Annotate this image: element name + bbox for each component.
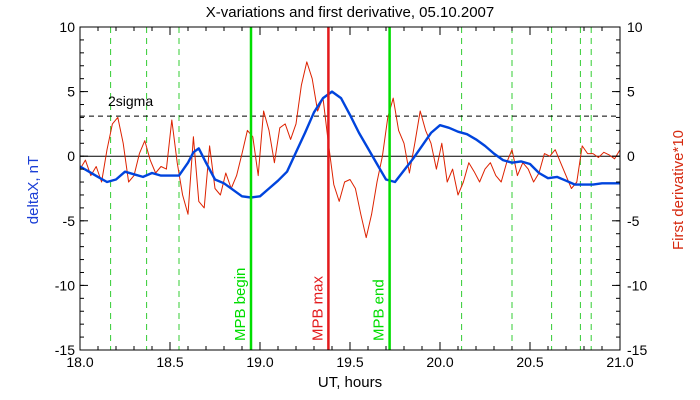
series-line-derivative [79,61,621,239]
x-tick-label-4: 20.0 [426,354,453,370]
x-tick-label-6: 21.0 [606,354,633,370]
x-tick-label-3: 19.5 [336,354,363,370]
y-axis-label-left: deltaX, nT [25,156,42,224]
y-axis-label-right: First derivative*10 [670,130,687,250]
y-tick-label-right-1: -10 [627,277,647,293]
y-tick-label-left-2: -5 [63,213,76,229]
sigma-label: 2sigma [108,93,153,109]
y-tick-label-right-0: -15 [627,342,647,358]
mpb-label-0: MPB begin [232,268,249,341]
x-axis-label: UT, hours [318,374,382,391]
mpb-label-1: MPB max [309,275,326,341]
mpb-label-2: MPB end [371,279,388,341]
x-tick-label-1: 18.5 [156,354,183,370]
series-line-deltaX [79,90,620,199]
y-tick-label-left-3: 0 [67,148,75,164]
y-tick-label-right-5: 10 [627,19,643,35]
plot-area: MPB begin MPB max MPB end [79,27,621,350]
y-tick-label-right-2: -5 [627,213,640,229]
x-tick-label-2: 19.0 [246,354,273,370]
y-tick-label-left-0: -15 [55,342,75,358]
axis-ticks: 18.0 18.5 19.0 19.5 20.0 20.5 21.0-15-10-50510… [55,19,648,370]
y-tick-label-left-5: 10 [59,19,75,35]
y-tick-label-right-3: 0 [627,148,635,164]
chart-title: X-variations and first derivative, 05.10… [206,4,495,21]
y-tick-label-left-1: -10 [55,277,75,293]
y-tick-label-right-4: 5 [627,84,635,100]
x-tick-label-5: 20.5 [516,354,543,370]
x-tick-label-0: 18.0 [66,354,93,370]
y-tick-label-left-4: 5 [67,84,75,100]
